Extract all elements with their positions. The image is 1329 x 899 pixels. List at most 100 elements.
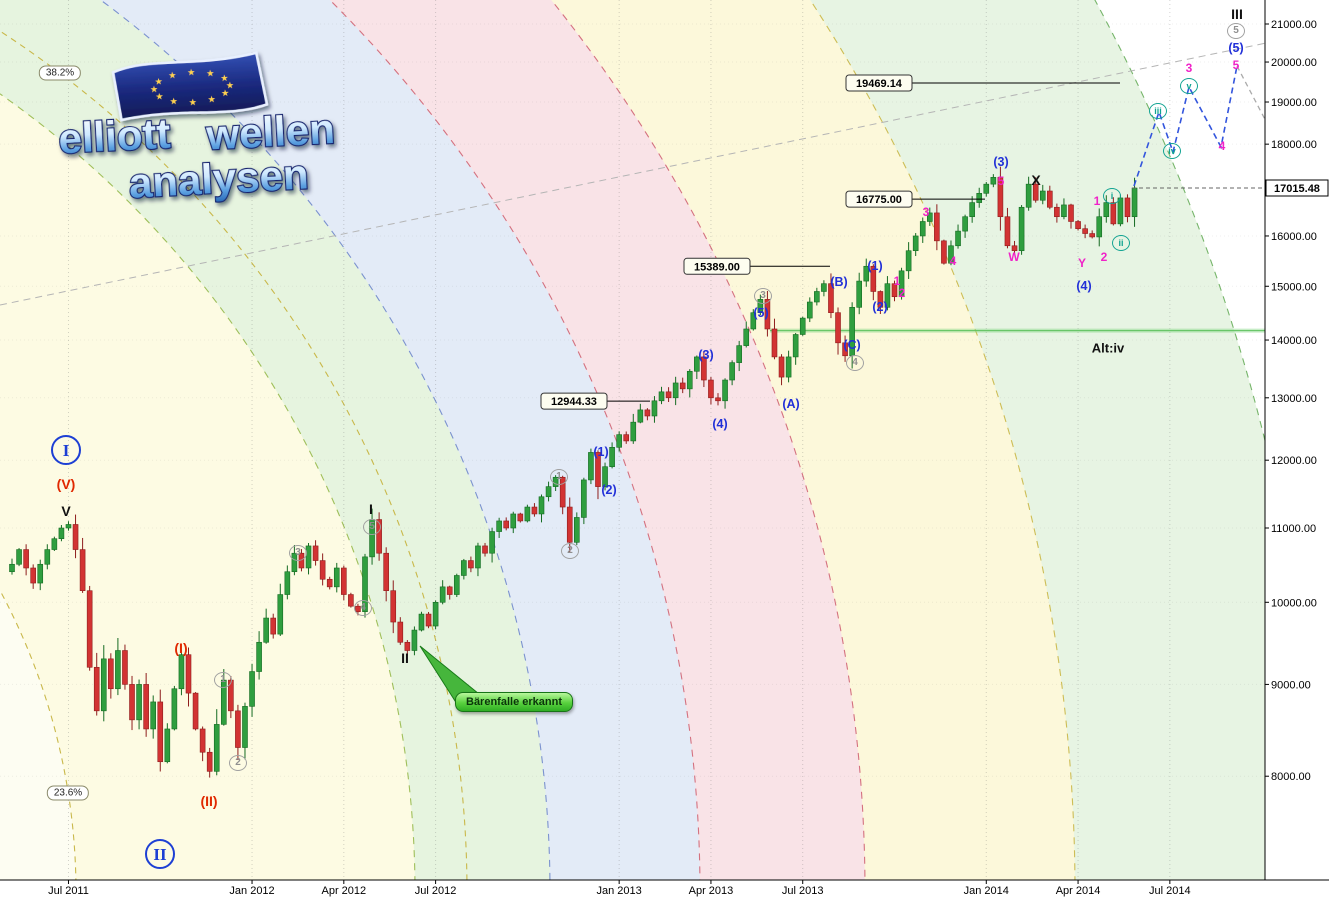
y-axis-label: 19000.00 [1271, 97, 1317, 109]
x-axis-label: Jul 2014 [1149, 885, 1191, 897]
candle [1117, 194, 1124, 227]
y-axis-label: 18000.00 [1271, 139, 1317, 151]
candle [941, 239, 947, 265]
svg-text:19469.14: 19469.14 [856, 78, 903, 90]
candle [694, 355, 700, 380]
candle [150, 695, 156, 739]
candle [863, 258, 870, 287]
y-axis-label: 13000.00 [1271, 393, 1317, 405]
candle [976, 187, 983, 208]
candle [792, 332, 799, 365]
candle [595, 450, 601, 500]
candle [806, 297, 813, 323]
projection-alt-path [1236, 65, 1281, 149]
trendline [0, 29, 1329, 306]
candle [686, 369, 693, 398]
svg-text:★: ★ [188, 97, 197, 107]
candle [835, 307, 841, 355]
x-axis-label: Jul 2011 [48, 885, 89, 897]
x-axis-label: Jul 2012 [415, 885, 457, 897]
price-level-box [845, 190, 913, 208]
y-axis-label: 9000.00 [1271, 679, 1311, 691]
candle [764, 290, 771, 337]
candle [1096, 208, 1103, 247]
candle [432, 600, 439, 630]
svg-text:★: ★ [168, 70, 177, 80]
candle [44, 544, 51, 570]
x-axis-label: Jan 2012 [229, 885, 274, 897]
candle [1054, 203, 1060, 223]
candle [842, 335, 848, 362]
candle [1082, 224, 1088, 239]
candle [814, 287, 820, 306]
candle [778, 354, 785, 386]
candle [552, 475, 559, 492]
price-levels: 19469.14 16775.00 15389.00 12944.33 [540, 74, 1120, 410]
candle [341, 565, 347, 601]
candle [100, 645, 107, 722]
candle [573, 512, 580, 546]
candle [284, 565, 291, 600]
candle [376, 512, 382, 561]
candle [235, 704, 241, 760]
candle [136, 679, 142, 730]
candle [658, 386, 665, 405]
x-axis-label: Jan 2014 [964, 885, 1009, 897]
candle [828, 273, 834, 319]
candle [51, 536, 58, 551]
candle [86, 585, 93, 671]
candle [348, 592, 354, 608]
candle [425, 611, 432, 629]
candle [715, 393, 721, 406]
y-axis-label: 8000.00 [1271, 771, 1311, 783]
svg-text:★: ★ [169, 96, 178, 106]
candle [1011, 240, 1018, 254]
candle [58, 525, 65, 542]
candle [1089, 230, 1095, 239]
candle [333, 562, 340, 593]
candle [1061, 198, 1067, 220]
candle [397, 617, 404, 645]
candle [1004, 207, 1011, 249]
eu-flag-stars: ★ ★ ★★★★★★★★★★ [150, 67, 234, 107]
svg-text:★: ★ [221, 88, 230, 98]
candle [926, 207, 933, 226]
candle [122, 644, 128, 690]
x-axis-label: Apr 2013 [689, 885, 734, 897]
svg-text:★: ★ [187, 67, 196, 77]
candle [616, 431, 622, 452]
candle [72, 514, 79, 559]
candle [898, 267, 905, 300]
y-axis-label: 15000.00 [1271, 281, 1317, 293]
price-level-box [845, 74, 913, 92]
candle [736, 340, 742, 372]
candle [821, 280, 827, 297]
eu-flag [111, 51, 269, 122]
candle [637, 403, 644, 424]
candle [221, 669, 227, 726]
candle [312, 540, 319, 566]
candle [651, 396, 658, 423]
candle [997, 166, 1004, 231]
candle [326, 576, 333, 590]
candle [256, 631, 262, 680]
candle [9, 558, 15, 575]
logo: ★ ★ ★ ★ ★ ★ ★ ★ ★ ★ ★ ★ elliott wellen analysen [48, 46, 358, 216]
candle [602, 462, 608, 491]
candle [263, 608, 269, 644]
candle [482, 542, 488, 557]
candle [503, 517, 510, 531]
candle [983, 181, 990, 197]
price-level-box [683, 257, 751, 275]
candle [870, 264, 877, 301]
svg-text:15389.00: 15389.00 [694, 261, 740, 273]
candle [545, 481, 552, 502]
last-price-marker [1265, 179, 1329, 197]
candle [884, 276, 891, 311]
price-level-box [540, 392, 608, 410]
candle [277, 583, 284, 637]
candle [242, 702, 248, 760]
candle [1047, 185, 1053, 210]
